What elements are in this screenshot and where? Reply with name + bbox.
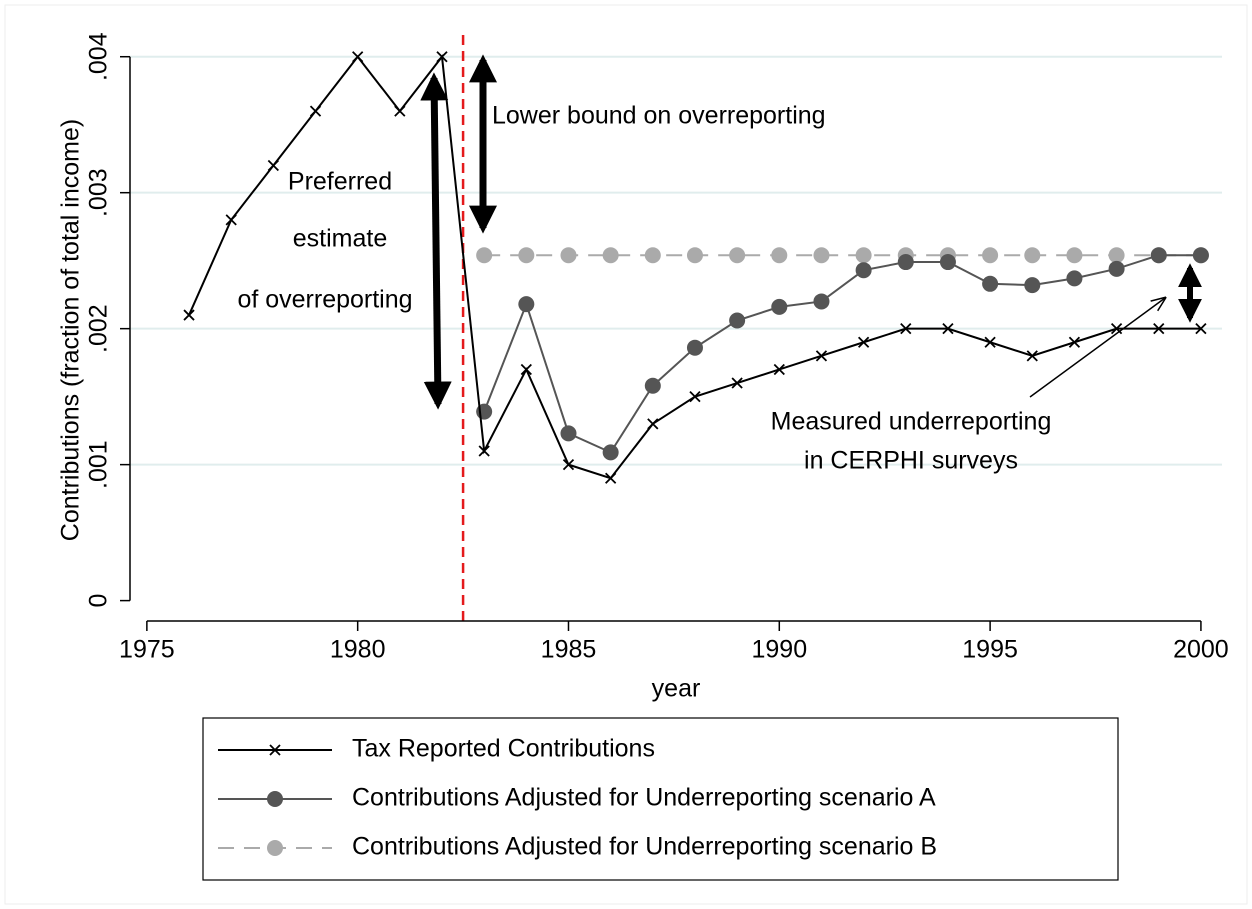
point-marker bbox=[562, 458, 575, 471]
x-tick-label: 1995 bbox=[962, 636, 1018, 664]
point-marker bbox=[644, 247, 661, 264]
point-marker bbox=[1192, 247, 1209, 264]
point-marker bbox=[1066, 247, 1083, 264]
point-marker bbox=[518, 296, 535, 313]
point-marker bbox=[1068, 336, 1081, 348]
point-marker bbox=[644, 377, 661, 394]
y-tick-label: 0 bbox=[85, 594, 113, 608]
point-marker bbox=[771, 298, 788, 315]
frame bbox=[4, 4, 1248, 905]
point-marker bbox=[394, 105, 406, 117]
arrow bbox=[1029, 298, 1165, 398]
point-marker bbox=[731, 377, 743, 389]
point-marker bbox=[729, 312, 746, 329]
point-marker bbox=[984, 336, 996, 348]
x-tick-label: 2000 bbox=[1173, 636, 1229, 664]
point-marker bbox=[897, 254, 914, 271]
point-marker bbox=[689, 391, 701, 403]
annotation: Measured underreporting bbox=[771, 408, 1052, 436]
point-marker bbox=[602, 444, 619, 461]
legend-label: Contributions Adjusted for Underreportin… bbox=[352, 833, 937, 861]
point-marker bbox=[729, 247, 746, 264]
point-marker bbox=[602, 247, 619, 264]
point-marker bbox=[520, 363, 532, 376]
point-marker bbox=[267, 791, 283, 807]
arrows bbox=[420, 54, 1202, 410]
point-marker bbox=[605, 472, 617, 484]
x-tick-label: 1980 bbox=[330, 636, 386, 664]
annotation: estimate bbox=[293, 225, 387, 253]
point-marker bbox=[560, 247, 577, 264]
point-marker bbox=[352, 51, 364, 63]
y-axis-label: Contributions (fraction of total income) bbox=[57, 119, 85, 541]
legend-label: Tax Reported Contributions bbox=[352, 735, 655, 763]
y-tick-label: .002 bbox=[85, 304, 113, 353]
point-marker bbox=[1108, 247, 1125, 264]
x-axis-label: year bbox=[652, 675, 701, 703]
legend-label: Contributions Adjusted for Underreportin… bbox=[352, 784, 936, 812]
point-marker bbox=[939, 254, 956, 271]
y-tick-label: .001 bbox=[85, 440, 113, 489]
point-marker bbox=[813, 247, 830, 264]
point-marker bbox=[771, 247, 788, 264]
point-marker bbox=[815, 350, 828, 362]
point-marker bbox=[1066, 270, 1083, 287]
point-marker bbox=[855, 247, 872, 264]
point-marker bbox=[982, 247, 999, 264]
point-marker bbox=[982, 275, 999, 292]
point-marker bbox=[1108, 260, 1125, 277]
point-marker bbox=[1150, 247, 1167, 264]
point-marker bbox=[309, 105, 322, 117]
point-marker bbox=[857, 336, 870, 348]
point-marker bbox=[1024, 247, 1041, 264]
point-marker bbox=[686, 247, 703, 264]
point-marker bbox=[476, 247, 493, 264]
x-tick-label: 1985 bbox=[541, 636, 597, 664]
point-marker bbox=[1153, 323, 1165, 335]
point-marker bbox=[1110, 323, 1123, 335]
x-tick-label: 1975 bbox=[119, 636, 175, 664]
point-marker bbox=[686, 339, 703, 356]
point-marker bbox=[900, 323, 912, 335]
point-marker bbox=[436, 51, 448, 63]
point-marker bbox=[478, 445, 490, 457]
point-marker bbox=[1024, 277, 1041, 294]
annotation: Preferred bbox=[288, 168, 392, 196]
point-marker bbox=[267, 840, 283, 856]
y-tick-label: .003 bbox=[85, 168, 113, 217]
point-marker bbox=[183, 309, 195, 321]
point-marker bbox=[518, 247, 535, 264]
point-marker bbox=[855, 262, 872, 279]
point-marker bbox=[225, 214, 237, 226]
point-marker bbox=[1026, 350, 1038, 362]
x-tick-label: 1990 bbox=[751, 636, 807, 664]
point-marker bbox=[267, 159, 279, 172]
annotation: Lower bound on overreporting bbox=[492, 102, 826, 130]
annotation: in CERPHI surveys bbox=[804, 447, 1018, 475]
point-marker bbox=[813, 293, 830, 310]
arrow bbox=[420, 72, 452, 410]
point-marker bbox=[269, 744, 281, 756]
point-marker bbox=[1195, 323, 1207, 335]
point-marker bbox=[560, 425, 577, 442]
y-tick-label: .004 bbox=[85, 32, 113, 81]
legend bbox=[202, 717, 1119, 881]
point-marker bbox=[942, 323, 954, 335]
annotation: of overreporting bbox=[237, 286, 412, 314]
point-marker bbox=[773, 363, 785, 376]
point-marker bbox=[647, 418, 659, 430]
